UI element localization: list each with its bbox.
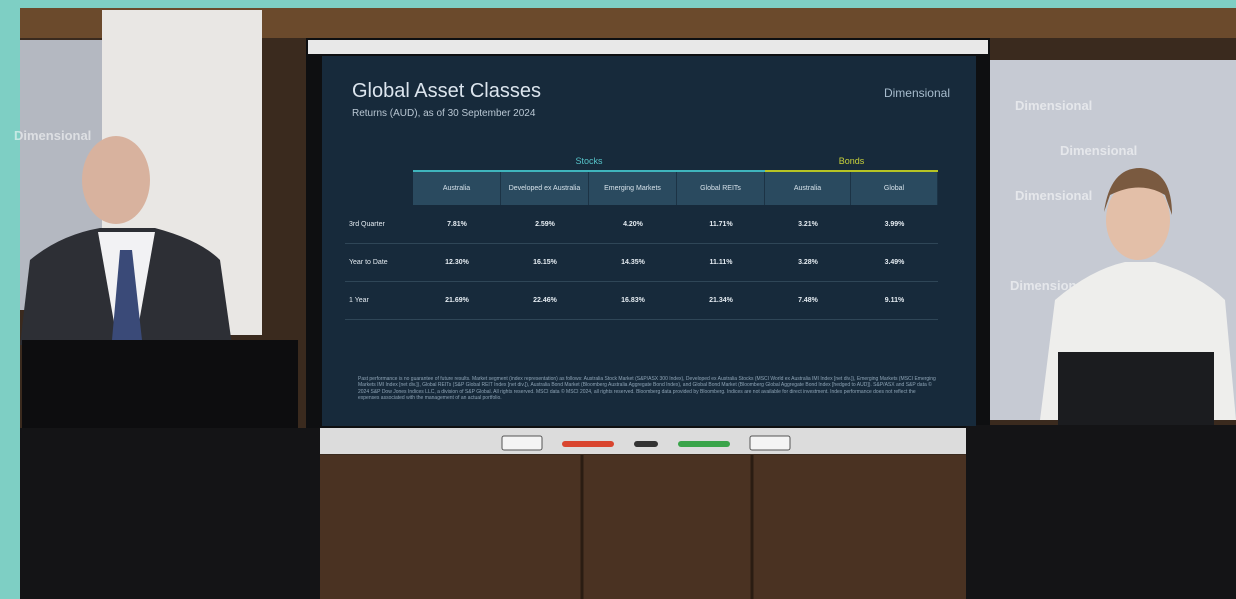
tray-button bbox=[750, 436, 790, 450]
table-cell: 3.21% bbox=[765, 205, 851, 243]
slide-subtitle: Returns (AUD), as of 30 September 2024 bbox=[352, 108, 535, 119]
column-header: Global REITs bbox=[677, 172, 765, 205]
table-cell: 4.20% bbox=[589, 205, 677, 243]
slide-title: Global Asset Classes bbox=[352, 80, 541, 103]
column-header: Global bbox=[851, 172, 938, 205]
screen-display: Global Asset Classes Returns (AUD), as o… bbox=[322, 56, 976, 426]
podium bbox=[20, 428, 320, 599]
table-cell: 3.49% bbox=[851, 243, 938, 281]
podium bbox=[966, 425, 1236, 599]
table-cell: 14.35% bbox=[589, 243, 677, 281]
row-divider bbox=[345, 319, 938, 320]
table-cell: 2.59% bbox=[501, 205, 589, 243]
row-label: Year to Date bbox=[345, 243, 413, 281]
wall-logo: Dimensional bbox=[1015, 188, 1092, 203]
group-header: Stocks bbox=[413, 152, 765, 172]
group-header: Bonds bbox=[765, 152, 938, 172]
table-cell: 7.48% bbox=[765, 281, 851, 319]
wall-logo: Dimensional bbox=[1060, 143, 1137, 158]
screen-topbar bbox=[308, 40, 988, 54]
row-label: 3rd Quarter bbox=[345, 205, 413, 243]
tray-pen bbox=[562, 441, 614, 447]
tray-pen bbox=[678, 441, 730, 447]
footnote: Past performance is no guarantee of futu… bbox=[358, 376, 938, 402]
page: Dimensional Dimensional Dimensional Dime… bbox=[0, 0, 1236, 599]
table-cell: 22.46% bbox=[501, 281, 589, 319]
table-cell: 21.34% bbox=[677, 281, 765, 319]
cabinet bbox=[320, 455, 970, 599]
table-cell: 7.81% bbox=[413, 205, 501, 243]
table-cell: 11.11% bbox=[677, 243, 765, 281]
wall-logo: Dimensional bbox=[14, 128, 91, 143]
table-cell: 3.28% bbox=[765, 243, 851, 281]
logo: Dimensional bbox=[884, 86, 950, 100]
column-header: Emerging Markets bbox=[589, 172, 677, 205]
wall-logo: Dimensional bbox=[1015, 98, 1092, 113]
tray-pen bbox=[634, 441, 658, 447]
monitor bbox=[22, 340, 298, 430]
table-cell: 12.30% bbox=[413, 243, 501, 281]
column-header: Australia bbox=[765, 172, 851, 205]
tray-button bbox=[502, 436, 542, 450]
table-cell: 11.71% bbox=[677, 205, 765, 243]
table-cell: 16.83% bbox=[589, 281, 677, 319]
table-cell: 9.11% bbox=[851, 281, 938, 319]
table-cell: 21.69% bbox=[413, 281, 501, 319]
table-cell: 3.99% bbox=[851, 205, 938, 243]
column-header: Australia bbox=[413, 172, 501, 205]
presenter-head bbox=[82, 136, 150, 224]
row-label: 1 Year bbox=[345, 281, 413, 319]
table-cell: 16.15% bbox=[501, 243, 589, 281]
column-header: Developed ex Australia bbox=[501, 172, 589, 205]
